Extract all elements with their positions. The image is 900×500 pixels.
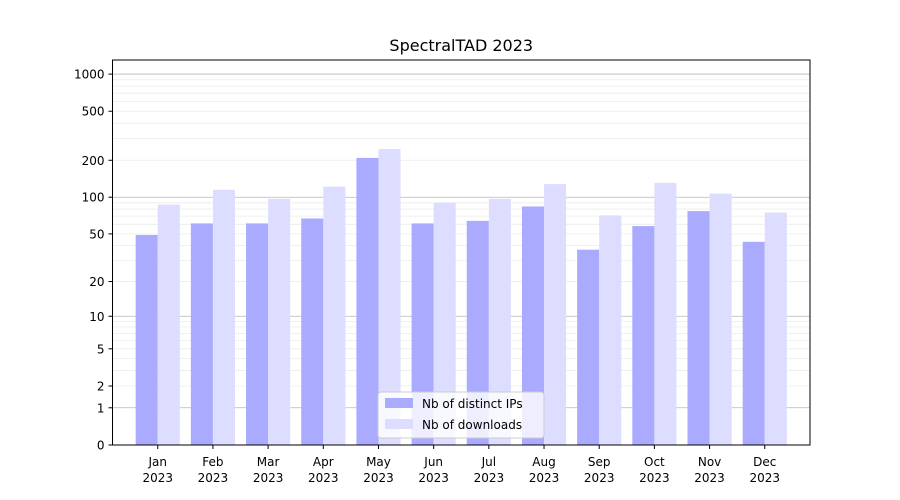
bar-downloads: [433, 202, 456, 445]
bar-downloads: [378, 148, 401, 445]
x-tick-label-month: Dec: [753, 455, 776, 469]
y-tick-label: 20: [89, 275, 104, 289]
x-tick-label-year: 2023: [584, 471, 615, 485]
bar-distinct-ips: [577, 249, 600, 445]
x-tick-label-year: 2023: [253, 471, 284, 485]
x-tick-label-month: May: [366, 455, 391, 469]
bar-distinct-ips: [742, 241, 765, 445]
bar-distinct-ips: [687, 211, 710, 445]
x-tick-label-month: Jun: [423, 455, 443, 469]
y-tick-label: 100: [82, 191, 105, 205]
y-tick-label: 5: [97, 342, 105, 356]
bar-downloads: [323, 186, 346, 445]
legend-swatch-distinct-ips: [385, 398, 413, 408]
x-tick-label-month: Aug: [532, 455, 555, 469]
bar-downloads: [654, 182, 677, 445]
x-tick-label-year: 2023: [142, 471, 173, 485]
x-tick-label-year: 2023: [529, 471, 560, 485]
x-tick-label-year: 2023: [474, 471, 505, 485]
x-tick-label-month: Oct: [644, 455, 665, 469]
y-tick-label: 1000: [74, 68, 105, 82]
x-tick-label-year: 2023: [639, 471, 670, 485]
x-tick-label-month: Sep: [588, 455, 611, 469]
legend-swatch-downloads: [385, 419, 413, 429]
plot-frame: [112, 59, 811, 446]
y-tick-label: 10: [89, 310, 104, 324]
bar-distinct-ips: [301, 218, 324, 445]
legend-label-downloads: Nb of downloads: [422, 418, 522, 432]
x-tick-label-month: Feb: [202, 455, 223, 469]
bar-downloads: [157, 204, 180, 445]
bars-layer: [135, 148, 787, 445]
bar-distinct-ips: [632, 226, 655, 445]
x-tick-label-year: 2023: [198, 471, 229, 485]
y-tick-label: 1: [97, 401, 105, 415]
bar-distinct-ips: [356, 157, 379, 445]
x-tick-label-month: Jan: [147, 455, 167, 469]
bar-downloads: [488, 198, 511, 445]
x-tick-label-month: Apr: [313, 455, 334, 469]
bar-distinct-ips: [411, 223, 434, 445]
x-tick-label-month: Jul: [481, 455, 496, 469]
x-tick-label-year: 2023: [363, 471, 394, 485]
x-tick-label-year: 2023: [418, 471, 449, 485]
y-tick-label: 0: [97, 439, 105, 453]
y-tick-label: 500: [82, 105, 105, 119]
legend-box: [377, 391, 545, 439]
x-tick-label-month: Nov: [698, 455, 721, 469]
bar-distinct-ips: [190, 223, 213, 445]
bar-distinct-ips: [521, 206, 545, 445]
legend: Nb of distinct IPs Nb of downloads: [377, 391, 545, 439]
y-tick-label: 2: [97, 380, 105, 394]
y-tick-label: 200: [82, 154, 105, 168]
x-tick-label-year: 2023: [749, 471, 780, 485]
bar-distinct-ips: [246, 223, 269, 445]
legend-label-distinct-ips: Nb of distinct IPs: [422, 397, 523, 411]
bar-downloads: [709, 193, 732, 445]
x-tick-label-year: 2023: [694, 471, 725, 485]
y-tick-label: 50: [89, 227, 104, 241]
chart-title: SpectralTAD 2023: [389, 36, 533, 55]
bar-downloads: [764, 212, 787, 445]
x-axis: Jan 2023 Feb 2023 Mar 2023 Apr 2023 May 2023 Jun 20…: [142, 445, 780, 485]
y-axis: 0 1 2 5 10 20 50 100 200 500 1000: [74, 68, 113, 453]
bar-downloads: [599, 215, 622, 445]
bar-downloads: [268, 198, 291, 445]
bar-downloads: [212, 189, 236, 445]
bar-distinct-ips: [135, 234, 158, 445]
bar-downloads: [544, 184, 567, 445]
bar-distinct-ips: [466, 220, 489, 445]
x-tick-label-year: 2023: [308, 471, 339, 485]
x-tick-label-month: Mar: [257, 455, 280, 469]
